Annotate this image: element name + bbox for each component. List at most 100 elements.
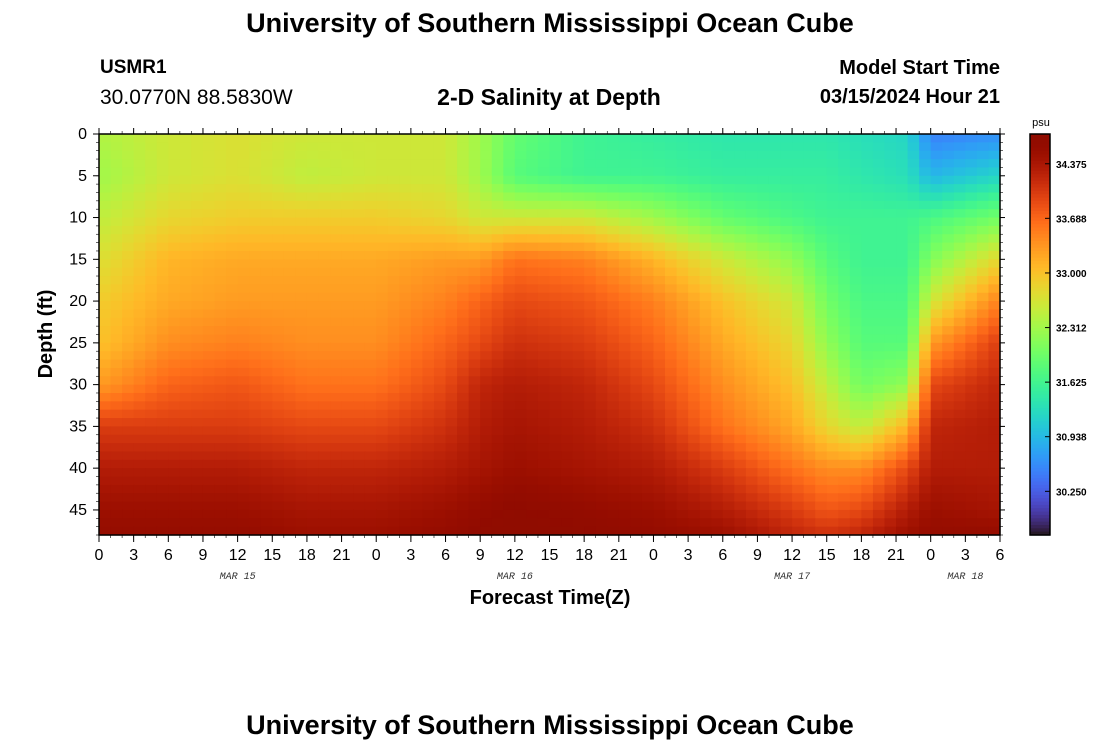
heatmap-cell [202,351,216,361]
heatmap-cell [260,342,273,352]
heatmap-cell [191,309,204,319]
heatmap-cell [110,493,123,503]
heatmap-cell [468,259,481,269]
heatmap-cell [965,292,978,302]
heatmap-cell [988,209,1001,219]
colorbar-swatch [1030,271,1050,275]
heatmap-cell [861,292,874,302]
heatmap-cell [260,292,273,302]
heatmap-cell [653,284,666,294]
heatmap-cell [514,476,527,486]
heatmap-cell [584,409,597,419]
heatmap-cell [364,351,377,361]
heatmap-cell [919,167,932,177]
heatmap-cell [953,509,966,519]
heatmap-cell [780,326,793,336]
y-tick-label: 35 [69,418,87,435]
heatmap-cell [630,459,643,469]
heatmap-cell [387,134,400,143]
heatmap-cell [595,250,608,260]
heatmap-cell [976,234,990,244]
heatmap-cell [537,175,551,185]
heatmap-cell [364,317,377,327]
heatmap-cell [237,476,250,486]
heatmap-cell [433,392,447,402]
heatmap-cell [665,384,678,394]
heatmap-cell [133,217,146,227]
heatmap-cell [861,209,874,219]
heatmap-cell [976,384,990,394]
heatmap-cell [815,451,828,461]
heatmap-cell [364,159,377,169]
heatmap-cell [145,167,158,177]
heatmap-cell [734,184,747,194]
heatmap-cell [145,242,158,252]
heatmap-cell [376,292,389,302]
heatmap-cell [191,242,204,252]
heatmap-cell [145,334,158,344]
heatmap-cell [399,292,412,302]
colorbar-swatch [1030,304,1050,309]
heatmap-cell [202,225,216,235]
heatmap-cell [514,501,527,511]
heatmap-cell [641,384,655,394]
heatmap-cell [872,392,886,402]
heatmap-cell [410,518,424,528]
heatmap-cell [260,493,273,503]
heatmap-cell [838,401,851,411]
heatmap-cell [826,384,839,394]
heatmap-cell [815,142,828,152]
heatmap-cell [896,225,909,235]
heatmap-cell [572,175,585,185]
heatmap-cell [930,392,943,402]
heatmap-cell [156,493,169,503]
heatmap-cell [676,409,689,419]
heatmap-cell [122,259,135,269]
heatmap-cell [757,217,770,227]
heatmap-cell [572,150,585,160]
heatmap-cell [734,167,747,177]
heatmap-cell [803,142,816,152]
heatmap-cell [179,134,193,143]
heatmap-cell [110,175,123,185]
heatmap-cell [711,309,724,319]
heatmap-cell [896,217,909,227]
heatmap-cell [214,367,227,377]
heatmap-cell [953,526,966,536]
heatmap-cell [745,367,759,377]
heatmap-cell [537,459,551,469]
heatmap-cell [572,159,585,169]
heatmap-cell [537,217,551,227]
heatmap-cell [549,250,562,260]
heatmap-cell [491,501,504,511]
heatmap-cell [826,267,839,277]
heatmap-cell [168,167,181,177]
colorbar-swatch [1030,240,1050,245]
colorbar-swatch [1030,401,1050,406]
heatmap-cell [965,317,978,327]
heatmap-cell [445,301,458,311]
colorbar-swatch [1030,144,1050,148]
heatmap-cell [237,451,250,461]
heatmap-cell [133,526,146,536]
heatmap-cell [630,501,643,511]
heatmap-cell [584,418,597,427]
heatmap-cell [387,351,400,361]
heatmap-cell [514,334,527,344]
heatmap-cell [526,200,539,210]
heatmap-cell [572,459,585,469]
heatmap-cell [861,259,874,269]
heatmap-cell [226,326,239,336]
heatmap-cell [272,134,285,143]
heatmap-cell [849,259,862,269]
heatmap-cell [410,317,424,327]
heatmap-cell [930,351,943,361]
heatmap-cell [815,443,828,453]
heatmap-cell [815,200,828,210]
heatmap-cell [722,518,735,528]
heatmap-cell [953,225,966,235]
heatmap-cell [618,443,631,453]
heatmap-cell [422,250,435,260]
heatmap-cell [214,167,227,177]
salinity-heatmap-chart: 0 3 6 9 12 15 18 21 0 3 6 9 12 15 18 21 0 3 6 9 12 15 18 21 0 3 6M… [35,117,1087,609]
